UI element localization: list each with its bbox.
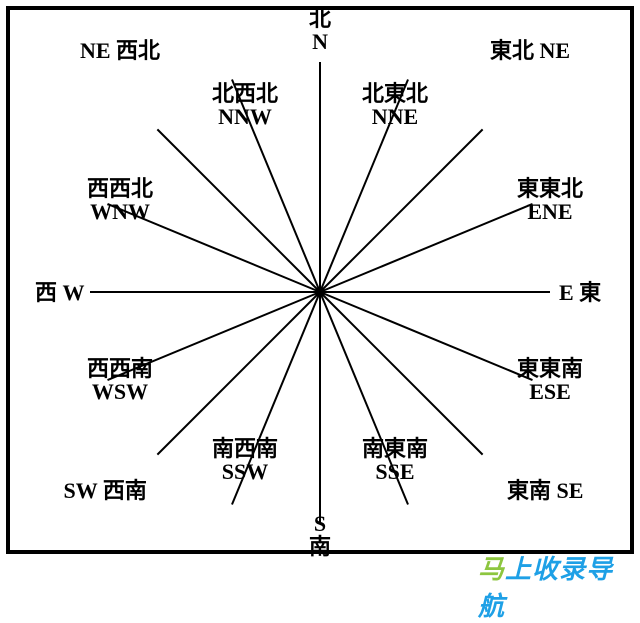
label-w: 西 W xyxy=(35,281,85,304)
watermark-char: 导 xyxy=(586,555,613,584)
label-nnw-line1: 北西北 xyxy=(212,81,278,106)
label-ene-line2: ENE xyxy=(517,200,583,223)
watermark-char: 录 xyxy=(559,555,586,584)
label-wnw-line2: WNW xyxy=(87,200,153,223)
label-s: S南 xyxy=(309,512,331,558)
label-sw: SW 西南 xyxy=(64,479,147,502)
label-nnw: 北西北NNW xyxy=(212,82,278,128)
label-ene-line1: 東東北 xyxy=(517,176,583,201)
ray-45 xyxy=(320,129,483,292)
label-ssw: 南西南SSW xyxy=(212,437,278,483)
label-n-line2: N xyxy=(309,30,331,53)
label-sw-line1: SW 西南 xyxy=(64,478,147,503)
label-ene: 東東北ENE xyxy=(517,177,583,223)
label-nw-line1: NE 西北 xyxy=(80,38,160,63)
label-se-line1: 東南 SE xyxy=(507,478,583,503)
label-n: 北N xyxy=(309,7,331,53)
label-nne: 北東北NNE xyxy=(362,82,428,128)
ray-315 xyxy=(157,129,320,292)
label-ne: 東北 NE xyxy=(490,39,570,62)
label-s-line2: 南 xyxy=(309,535,331,558)
label-e-line1: E 東 xyxy=(559,280,601,305)
ray-225 xyxy=(157,292,320,455)
label-sse: 南東南SSE xyxy=(362,437,428,483)
label-n-line1: 北 xyxy=(309,6,331,31)
label-nnw-line2: NNW xyxy=(212,105,278,128)
watermark-char: 马 xyxy=(478,555,505,584)
label-ssw-line2: SSW xyxy=(212,460,278,483)
label-ese: 東東南ESE xyxy=(517,357,583,403)
label-ese-line2: ESE xyxy=(517,380,583,403)
label-w-line1: 西 W xyxy=(35,280,85,305)
label-nne-line2: NNE xyxy=(362,105,428,128)
label-wsw: 西西南WSW xyxy=(87,357,153,403)
watermark-char: 上 xyxy=(505,555,532,584)
label-wsw-line2: WSW xyxy=(87,380,153,403)
label-nne-line1: 北東北 xyxy=(362,81,428,106)
label-ssw-line1: 南西南 xyxy=(212,436,278,461)
watermark-char: 航 xyxy=(478,592,505,621)
label-e: E 東 xyxy=(559,281,601,304)
watermark-char: 收 xyxy=(532,555,559,584)
label-wnw: 西西北WNW xyxy=(87,177,153,223)
label-sse-line1: 南東南 xyxy=(362,436,428,461)
label-ne-line1: 東北 NE xyxy=(490,38,570,63)
label-nw: NE 西北 xyxy=(80,39,160,62)
ray-135 xyxy=(320,292,483,455)
label-se: 東南 SE xyxy=(507,479,583,502)
watermark-text: 马上收录导航 xyxy=(478,549,640,623)
label-ese-line1: 東東南 xyxy=(517,356,583,381)
label-sse-line2: SSE xyxy=(362,460,428,483)
label-wnw-line1: 西西北 xyxy=(87,176,153,201)
label-s-line1: S xyxy=(314,511,326,536)
label-wsw-line1: 西西南 xyxy=(87,356,153,381)
